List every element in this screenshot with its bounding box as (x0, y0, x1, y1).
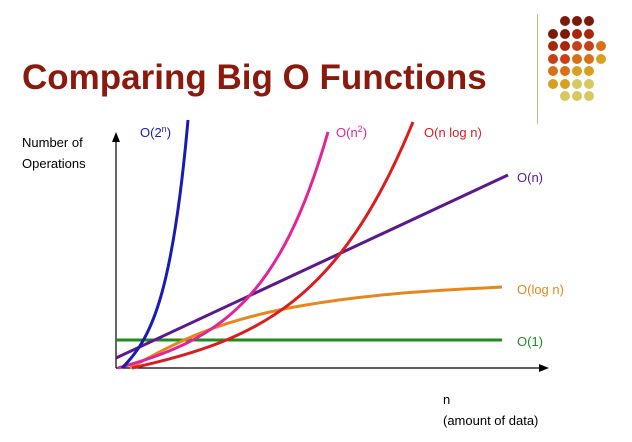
label-o-n: O(n) (517, 170, 543, 185)
label-o-2-n: O(2n) (140, 124, 172, 141)
y-axis-arrowhead (112, 132, 120, 142)
label-o-log-n: O(log n) (517, 282, 564, 297)
decorative-dot (560, 16, 570, 26)
label-o-2-n-tail: ) (166, 125, 172, 140)
decorative-dot (560, 53, 570, 64)
decorative-dot (596, 41, 606, 51)
decorative-dot (584, 16, 594, 26)
decorative-dot (584, 28, 594, 39)
decorative-dot (560, 66, 570, 76)
decorative-dot (584, 66, 594, 76)
decorative-dot (572, 78, 582, 89)
decorative-divider (537, 14, 538, 124)
x-axis-label: n (amount of data) (443, 389, 538, 431)
curve-o-n-squared (117, 131, 330, 370)
label-o-2-n-base: O(2 (140, 125, 162, 140)
decorative-dot (548, 78, 558, 89)
decorative-dot (584, 41, 594, 51)
decorative-dot (572, 91, 582, 101)
decorative-dot (548, 41, 558, 51)
label-o-n-squared-base: O(n (336, 125, 358, 140)
decorative-dot (572, 16, 582, 26)
curve-o-n-log-n (131, 121, 415, 370)
y-axis-label-line2: Operations (22, 156, 86, 171)
decorative-dot (584, 91, 594, 101)
decorative-dot (572, 53, 582, 64)
label-o-n-log-n: O(n log n) (424, 125, 482, 140)
label-o-n-squared: O(n2) (336, 124, 368, 141)
label-o-2-n-exponent: n (161, 124, 167, 134)
slide-title: Comparing Big O Functions (22, 58, 487, 97)
decorative-dot (560, 91, 570, 101)
decorative-dot (572, 66, 582, 76)
curve-o-log-n (129, 285, 503, 370)
decorative-dot (572, 28, 582, 39)
decorative-dot (596, 53, 606, 64)
x-axis-arrowhead (539, 364, 549, 372)
decorative-dot (548, 66, 558, 76)
curve-o-2-n (120, 119, 190, 370)
decorative-dot (548, 28, 558, 39)
label-o-n-squared-tail: ) (362, 125, 368, 140)
decorative-dot (560, 78, 570, 89)
y-axis-label: Number of Operations (22, 132, 86, 174)
decorative-dot (572, 41, 582, 51)
decorative-dot (584, 78, 594, 89)
decorative-dot (584, 53, 594, 64)
label-o-n-squared-exponent: 2 (357, 124, 363, 134)
decorative-dot (560, 28, 570, 39)
curve-o-n (115, 173, 509, 360)
x-axis-label-line1: n (443, 392, 451, 407)
label-o-1: O(1) (517, 334, 543, 349)
x-axis-label-line2: (amount of data) (443, 413, 539, 428)
y-axis-label-line1: Number of (22, 135, 83, 150)
decorative-dot (548, 53, 558, 64)
decorative-dot (560, 41, 570, 51)
